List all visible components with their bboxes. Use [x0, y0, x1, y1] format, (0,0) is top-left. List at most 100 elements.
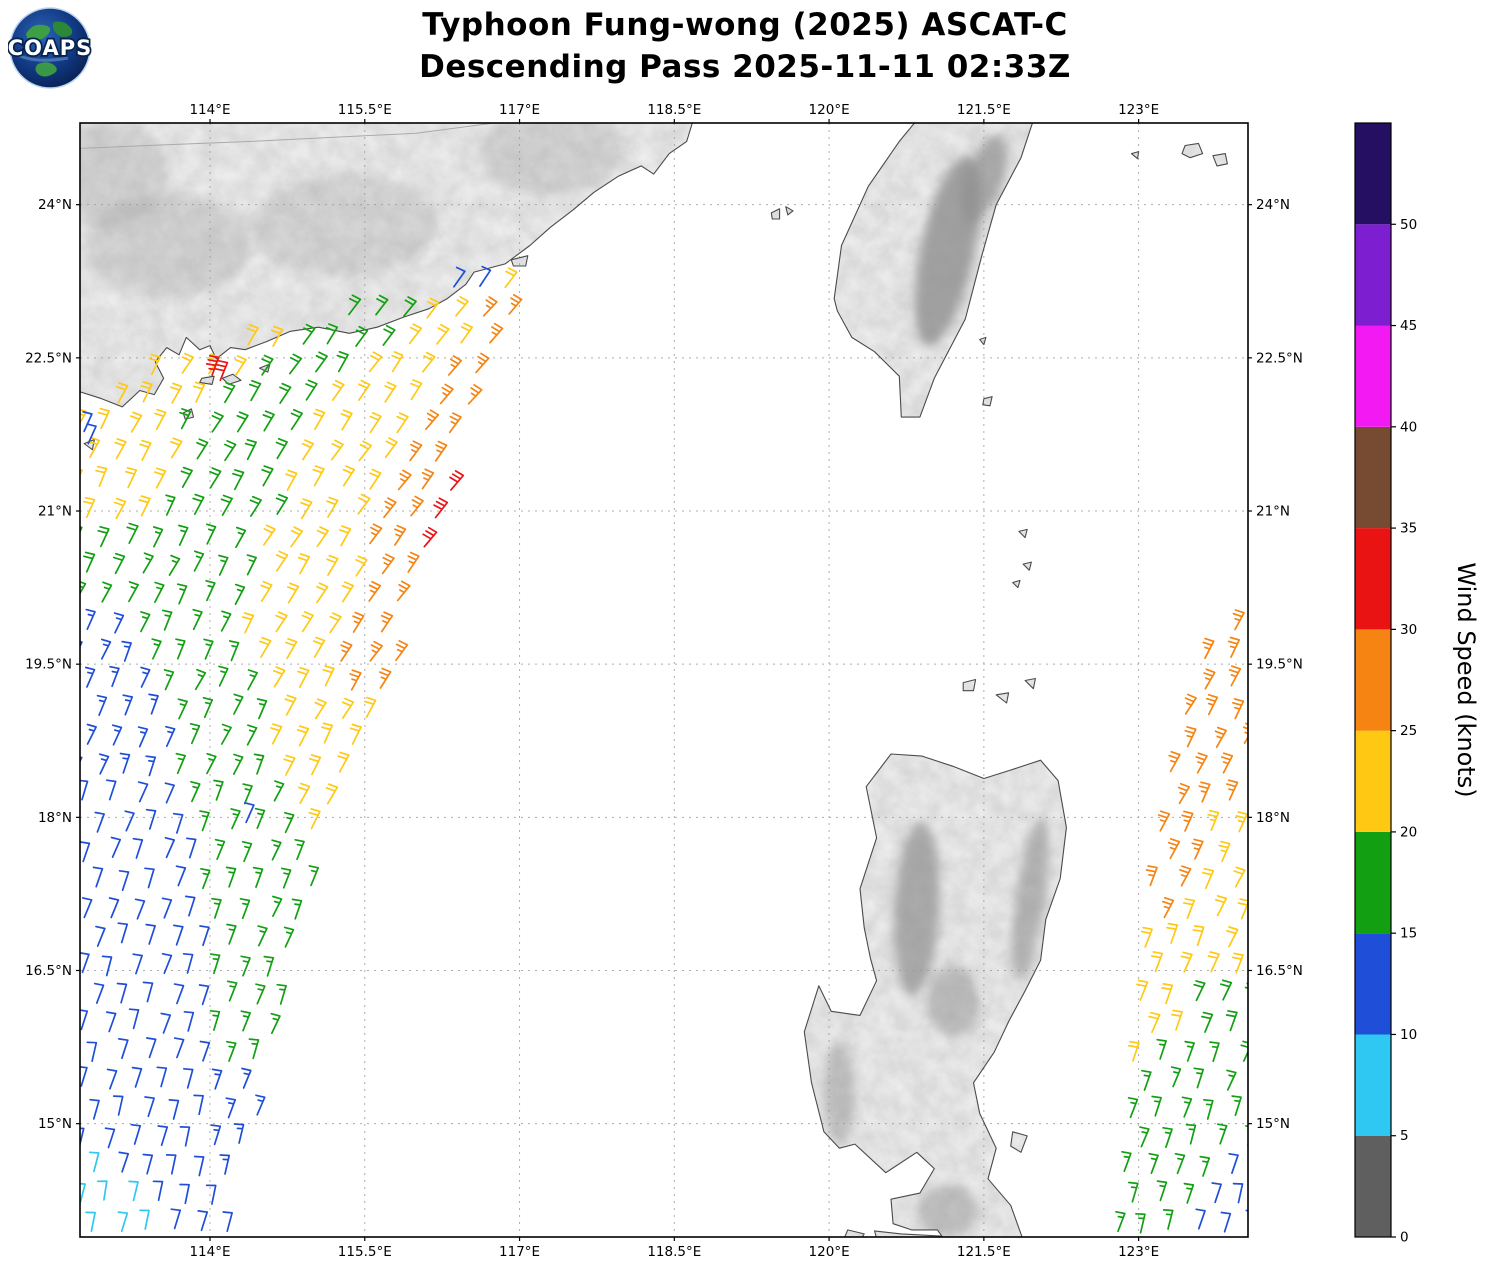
wind-barb	[178, 524, 189, 546]
wind-barb	[1220, 1211, 1232, 1233]
wind-barb	[1252, 838, 1263, 858]
wind-barb	[358, 440, 372, 462]
province-boundary-line	[80, 123, 498, 149]
wind-barb	[241, 1067, 252, 1089]
wind-barb	[93, 982, 105, 1004]
wind-barb	[1184, 1040, 1195, 1062]
wind-barb	[179, 408, 192, 430]
wind-barb	[312, 465, 325, 487]
wind-barb	[1207, 809, 1220, 832]
wind-barb	[192, 493, 205, 515]
wind-barb	[421, 468, 435, 490]
x-tick-label-bottom: 115.5°E	[338, 1244, 392, 1260]
wind-barb	[164, 782, 175, 804]
wind-barb	[80, 841, 91, 863]
wind-barb	[173, 924, 184, 946]
wind-barb	[280, 867, 292, 889]
wind-barb	[1174, 1152, 1186, 1175]
wind-barb	[193, 1094, 204, 1116]
wind-barb	[246, 554, 257, 576]
wind-barb	[80, 1066, 88, 1087]
wind-barb	[80, 408, 88, 425]
wind-barb	[1193, 1067, 1205, 1089]
colorbar-tick-label: 35	[1400, 521, 1417, 537]
wind-barb	[154, 408, 167, 431]
y-tick-label-right: 15°N	[1256, 1116, 1290, 1132]
wind-barb	[422, 351, 436, 373]
wind-barb	[114, 438, 127, 460]
wind-barb	[422, 526, 438, 548]
x-tick-label-bottom: 121.5°E	[957, 1244, 1011, 1260]
wind-barb	[1216, 1123, 1228, 1145]
wind-barb	[340, 409, 353, 431]
wind-barb	[62, 982, 71, 1001]
wind-barb	[1231, 952, 1244, 974]
wind-barb	[301, 611, 314, 633]
wind-barb	[244, 802, 255, 824]
wind-barb	[1150, 951, 1164, 973]
wind-barb	[1247, 1066, 1248, 1069]
wind-barb	[104, 1127, 116, 1149]
wind-barb	[283, 754, 296, 776]
wind-barb	[382, 324, 396, 346]
wind-barb	[129, 411, 143, 433]
wind-barb	[205, 1184, 217, 1205]
wind-barb	[248, 1038, 260, 1060]
wind-barb	[1182, 898, 1196, 920]
wind-barb	[86, 423, 97, 445]
wind-barb	[337, 751, 350, 773]
figure-title: Typhoon Fung-wong (2025) ASCAT-C	[422, 7, 1068, 43]
y-tick-label-left: 24°N	[38, 197, 72, 213]
wind-barb	[1162, 1126, 1173, 1149]
globe-land-shape	[35, 62, 57, 77]
wind-barb	[190, 780, 201, 803]
wind-barb	[426, 297, 440, 319]
wind-barb	[1161, 983, 1174, 1005]
wind-barb	[433, 497, 449, 519]
wind-barb	[241, 840, 253, 863]
wind-barb	[177, 698, 188, 720]
wind-barb	[247, 669, 258, 691]
wind-barb	[369, 523, 383, 545]
wind-barb	[261, 465, 274, 487]
wind-barb	[168, 554, 181, 576]
x-tick-label-top: 121.5°E	[957, 102, 1011, 118]
wind-barb	[467, 384, 483, 405]
globe-land-shape	[26, 24, 51, 41]
wind-barb	[284, 811, 295, 834]
wind-barb	[322, 665, 335, 687]
wind-barb	[88, 1151, 100, 1173]
wind-barb	[1225, 1010, 1238, 1032]
wind-barb	[199, 1040, 211, 1062]
wind-barb	[255, 983, 266, 1005]
wind-barb	[308, 754, 322, 776]
wind-barb	[384, 437, 398, 459]
wind-barb	[80, 696, 81, 697]
wind-barb	[137, 726, 149, 748]
wind-barb	[1211, 1182, 1222, 1204]
colorbar-segment	[1355, 1034, 1391, 1136]
wind-barb	[145, 808, 157, 830]
wind-barb	[240, 1010, 251, 1032]
wind-barb	[1252, 1156, 1261, 1175]
wind-barb	[436, 323, 450, 345]
wind-barb	[369, 468, 382, 490]
wind-barb	[300, 498, 313, 520]
colorbar: 0 5 10 15 20 25 30 35 40 45 50 Wind Speed (knots)	[1354, 122, 1480, 1246]
wind-barb	[165, 725, 176, 748]
wind-barb	[449, 470, 465, 491]
wind-barb	[273, 780, 285, 802]
wind-barb	[1181, 810, 1194, 832]
wind-barb	[1156, 1180, 1168, 1202]
coaps-logo: COAPS	[8, 7, 92, 89]
wind-barb	[233, 693, 244, 715]
y-tick-label-right: 19.5°N	[1256, 657, 1303, 673]
wind-barb	[145, 1037, 157, 1059]
wind-barb	[316, 582, 329, 604]
wind-barb	[253, 753, 265, 775]
wind-barb	[232, 469, 245, 491]
wind-barb	[248, 379, 262, 402]
wind-barb-layer	[62, 265, 1263, 1234]
wind-barb	[193, 550, 205, 572]
wind-barb	[154, 467, 167, 489]
